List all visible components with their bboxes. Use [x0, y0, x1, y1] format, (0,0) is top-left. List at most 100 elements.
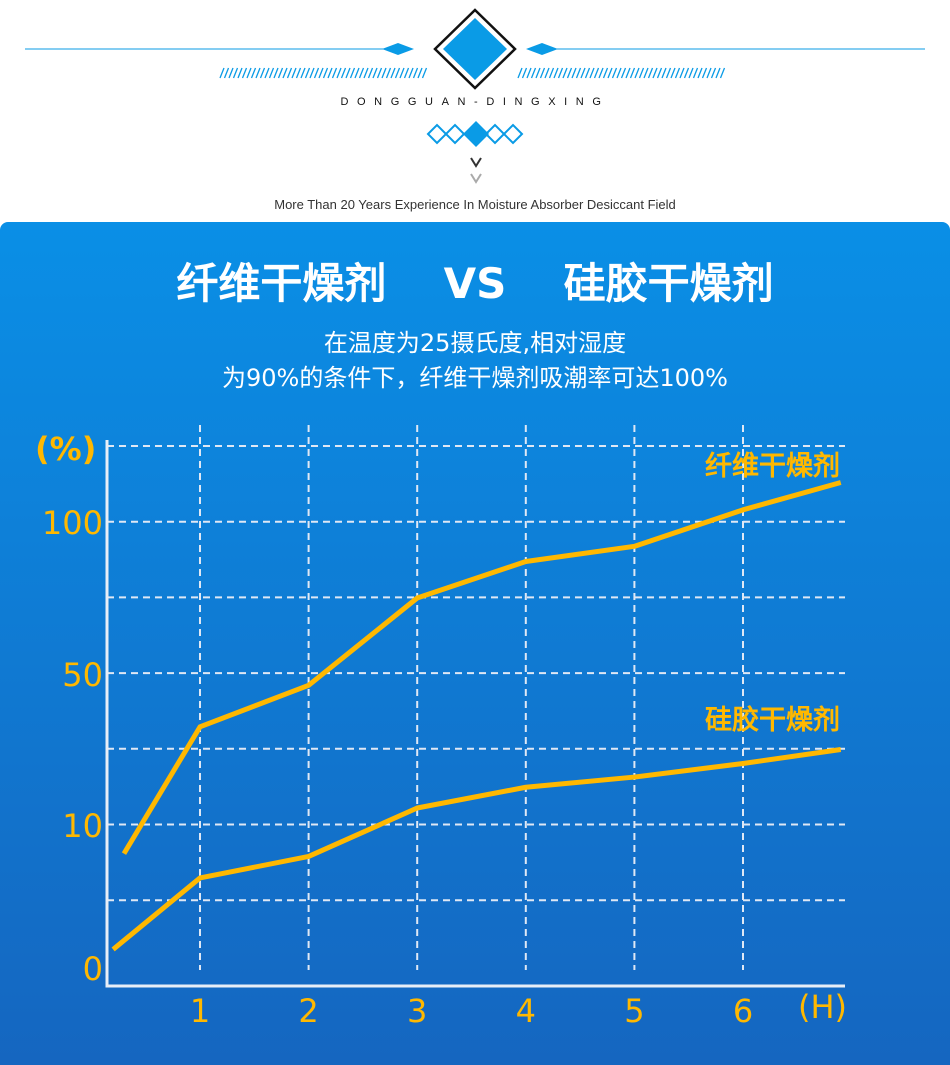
hatch-stroke: [354, 67, 360, 79]
hatch-stroke: [331, 67, 338, 79]
hatch-stroke: [580, 67, 586, 79]
hatch-stroke: [291, 67, 297, 79]
hatch-stroke: [517, 67, 523, 79]
axes: [105, 440, 845, 988]
x-tick-label: 4: [516, 992, 536, 1030]
hatch-stroke: [394, 67, 401, 79]
x-tick-label: 1: [190, 992, 210, 1030]
diamond-filled-icon: [463, 121, 489, 147]
hatch-left: [219, 67, 428, 79]
hatch-stroke: [232, 67, 239, 79]
tagline: More Than 20 Years Experience In Moistur…: [274, 197, 676, 212]
hatch-stroke: [607, 67, 613, 79]
hatch-stroke: [625, 67, 631, 79]
hatch-stroke: [697, 67, 703, 79]
hatch-stroke: [602, 67, 609, 79]
x-tick-label: 2: [298, 992, 318, 1030]
hatch-stroke: [313, 67, 320, 79]
hatch-stroke: [571, 67, 577, 79]
hatch-stroke: [557, 67, 564, 79]
chart-title: 纤维干燥剂 VS 硅胶干燥剂: [176, 259, 774, 308]
hatch-stroke: [421, 67, 428, 79]
x-axis-label: (H): [798, 988, 847, 1026]
hatch-stroke: [349, 67, 356, 79]
hatch-stroke: [228, 67, 234, 79]
x-tick-label: 6: [733, 992, 753, 1030]
hatch-stroke: [241, 67, 248, 79]
hatch-stroke: [661, 67, 667, 79]
hatch-stroke: [336, 67, 342, 79]
hatch-stroke: [616, 67, 622, 79]
hatch-stroke: [282, 67, 288, 79]
hatch-stroke: [367, 67, 374, 79]
chart-subtitle-line1: 在温度为25摄氏度,相对湿度: [323, 329, 627, 357]
hatch-stroke: [679, 67, 685, 79]
hatch-stroke: [264, 67, 270, 79]
hatch-stroke: [701, 67, 708, 79]
series-label: 硅胶干燥剂: [705, 704, 840, 736]
y-axis-label: (%): [35, 430, 96, 468]
hatch-stroke: [309, 67, 315, 79]
hatch-stroke: [566, 67, 573, 79]
hatch-stroke: [620, 67, 627, 79]
hatch-stroke: [403, 67, 410, 79]
hatch-stroke: [273, 67, 279, 79]
y-tick-label: 50: [62, 656, 103, 694]
hatch-stroke: [286, 67, 293, 79]
hatch-stroke: [268, 67, 275, 79]
hatch-stroke: [670, 67, 676, 79]
hatch-stroke: [345, 67, 351, 79]
hatch-stroke: [327, 67, 333, 79]
diamond-outline-icon: [502, 123, 524, 145]
hatch-stroke: [575, 67, 582, 79]
y-tick-label: 10: [62, 807, 103, 845]
diamond-left-icon: [382, 43, 414, 55]
hatch-stroke: [562, 67, 568, 79]
hatch-stroke: [318, 67, 324, 79]
hatch-stroke: [385, 67, 392, 79]
hatch-stroke: [683, 67, 690, 79]
hatch-stroke: [295, 67, 302, 79]
hatch-stroke: [259, 67, 266, 79]
hatch-stroke: [255, 67, 261, 79]
hatch-stroke: [250, 67, 257, 79]
y-tick-label: 0: [83, 950, 103, 988]
brand-name: DONGGUAN-DINGXING: [340, 96, 610, 108]
series-label: 纤维干燥剂: [705, 451, 840, 482]
series-line: [121, 480, 842, 855]
hatch-stroke: [634, 67, 640, 79]
hatch-right: [517, 67, 726, 79]
hatch-stroke: [363, 67, 369, 79]
hatch-stroke: [665, 67, 672, 79]
hatch-stroke: [674, 67, 681, 79]
chart-subtitle-line2: 为90%的条件下，纤维干燥剂吸潮率可达100%: [222, 364, 728, 392]
chevron-down-icon: [470, 157, 482, 168]
hatch-stroke: [539, 67, 546, 79]
hatch-stroke: [553, 67, 559, 79]
series-line: [111, 747, 842, 952]
hatch-stroke: [530, 67, 537, 79]
hatch-stroke: [521, 67, 528, 79]
x-tick-label: 3: [407, 992, 427, 1030]
hatch-stroke: [548, 67, 555, 79]
hatch-stroke: [706, 67, 712, 79]
hatch-stroke: [381, 67, 387, 79]
hatch-stroke: [638, 67, 645, 79]
chevron-down-icon: [470, 173, 482, 184]
hatch-stroke: [710, 67, 717, 79]
diamond-right-icon: [526, 43, 558, 55]
hatch-stroke: [340, 67, 347, 79]
hatch-stroke: [408, 67, 414, 79]
hatch-stroke: [300, 67, 306, 79]
hatch-stroke: [715, 67, 721, 79]
hatch-stroke: [598, 67, 604, 79]
hatch-stroke: [399, 67, 405, 79]
hatch-stroke: [584, 67, 591, 79]
hatch-stroke: [412, 67, 419, 79]
hatch-stroke: [358, 67, 365, 79]
hatch-stroke: [223, 67, 230, 79]
hatch-stroke: [246, 67, 252, 79]
hatch-stroke: [593, 67, 600, 79]
hatch-stroke: [688, 67, 694, 79]
